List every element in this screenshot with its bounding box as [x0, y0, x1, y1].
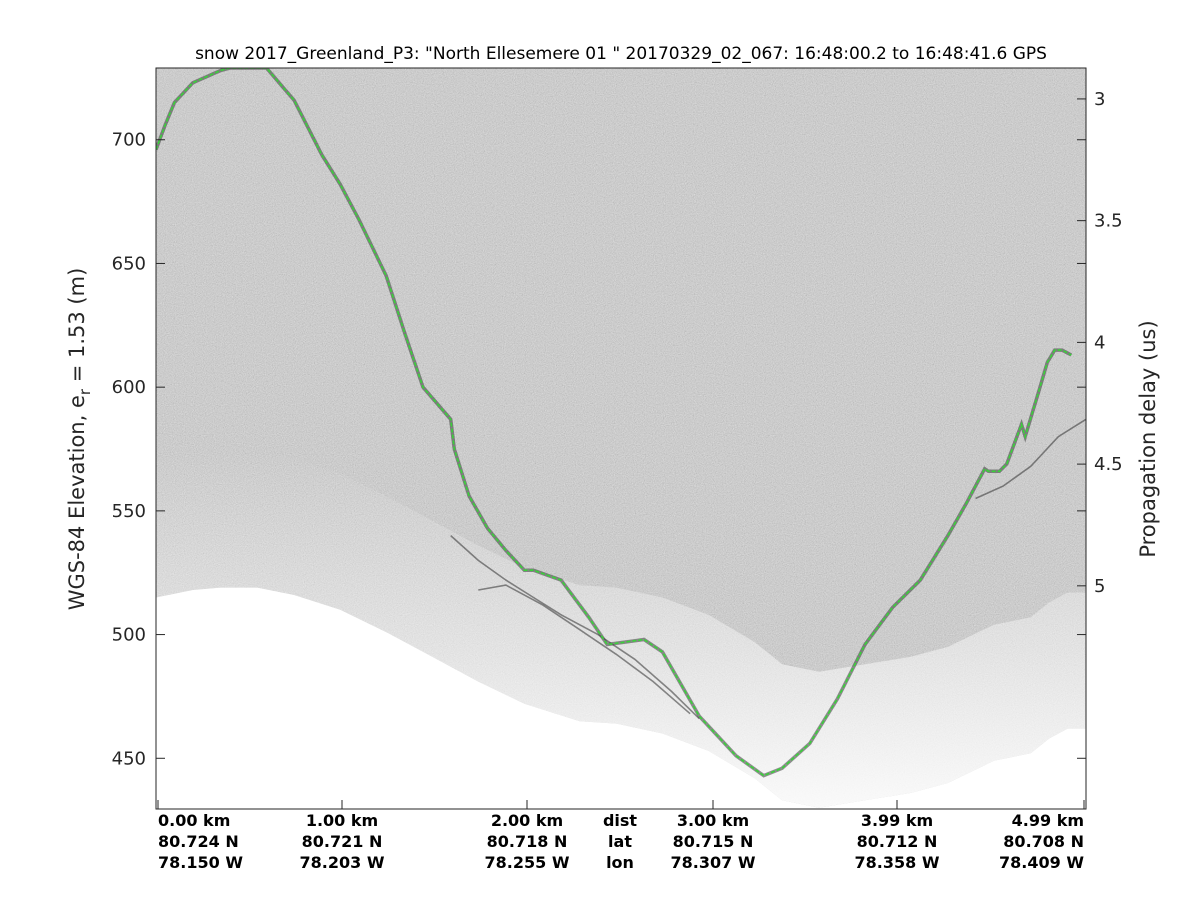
y2-tick-label: 3 [1094, 89, 1105, 110]
right-axis: 3 3.5 4 4.5 5 [1077, 89, 1123, 597]
bottom-dist-label: 1.00 km [306, 811, 378, 830]
bottom-lat-label: 80.721 N [302, 832, 383, 851]
y2-axis-title: Propagation delay (us) [1136, 320, 1160, 557]
bottom-lon-label: 78.307 W [671, 853, 756, 872]
bottom-lon-label: 78.255 W [485, 853, 570, 872]
bottom-row-caption-lon: lon [606, 853, 634, 872]
bottom-dist-label: 0.00 km [158, 811, 230, 830]
y-tick-label: 550 [112, 501, 146, 522]
bottom-lat-label: 80.718 N [487, 832, 568, 851]
bottom-lat-label: 80.724 N [158, 832, 239, 851]
y-axis-title-main: WGS-84 Elevation, e [65, 395, 89, 610]
bottom-dist-label: 3.99 km [861, 811, 933, 830]
internal-layer-layer-1 [450, 535, 700, 720]
internal-layers [450, 418, 1086, 720]
bottom-lat-label: 80.715 N [673, 832, 754, 851]
y-axis-title-subscript: r [76, 388, 94, 395]
bottom-lon-label: 78.150 W [158, 853, 243, 872]
y-tick-label: 650 [112, 253, 146, 274]
bottom-dist-label: 4.99 km [1012, 811, 1084, 830]
internal-layer-layer-3 [975, 418, 1086, 500]
bottom-lat-label: 80.712 N [857, 832, 938, 851]
left-axis: 450 500 550 600 650 700 [112, 130, 1086, 769]
bottom-dist-label: 3.00 km [677, 811, 749, 830]
bottom-lon-label: 78.358 W [855, 853, 940, 872]
y2-tick-label: 4.5 [1094, 454, 1123, 475]
y-tick-label: 700 [112, 130, 146, 151]
bottom-lon-label: 78.409 W [999, 853, 1084, 872]
bottom-row-caption-dist: dist [603, 811, 637, 830]
chart-title: snow 2017_Greenland_P3: "North Ellesemer… [195, 44, 1047, 64]
bottom-dist-label: 2.00 km [491, 811, 563, 830]
plot-area [156, 68, 1086, 809]
y2-tick-label: 4 [1094, 332, 1105, 353]
y2-tick-label: 5 [1094, 576, 1105, 597]
internal-layer-layer-2 [478, 584, 691, 715]
bottom-lat-label: 80.708 N [1003, 832, 1084, 851]
plot-frame [155, 67, 1087, 810]
surface-pick-line [156, 68, 1072, 777]
y-axis-title: WGS-84 Elevation, er = 1.53 (m) [65, 268, 94, 611]
y-tick-label: 500 [112, 625, 146, 646]
bottom-lon-label: 78.203 W [300, 853, 385, 872]
y-tick-label: 450 [112, 748, 146, 769]
bottom-row-caption-lat: lat [608, 832, 632, 851]
subsurface-fade [156, 451, 1086, 808]
y-axis-title-tail: = 1.53 (m) [65, 268, 89, 389]
below-base-region [156, 587, 1086, 809]
bottom-axis-labels: 0.00 km 1.00 km 2.00 km 3.00 km 3.99 km 4.99 … [157, 800, 1085, 872]
y-tick-label: 600 [112, 377, 146, 398]
y2-tick-label: 3.5 [1094, 211, 1123, 232]
